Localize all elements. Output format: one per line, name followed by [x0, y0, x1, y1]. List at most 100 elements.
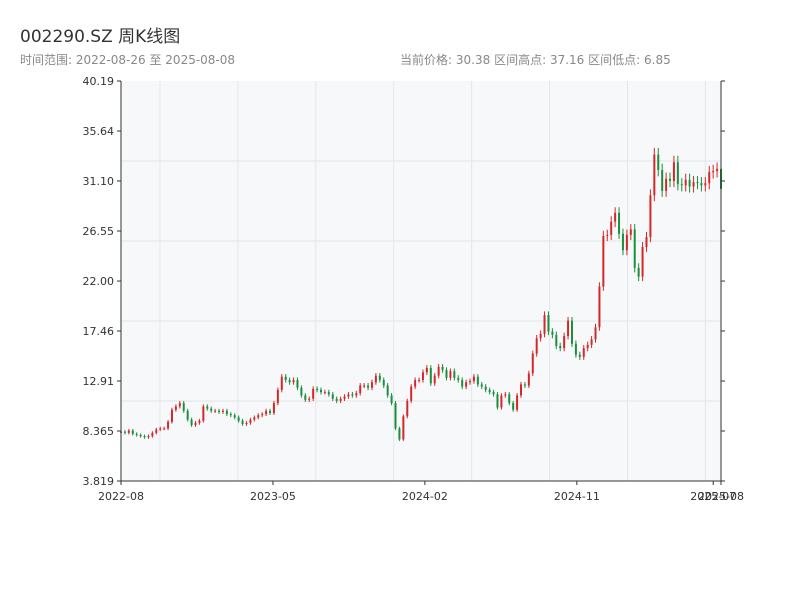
- candle-body: [284, 376, 287, 381]
- candlestick: [527, 370, 530, 389]
- candlestick: [237, 415, 240, 423]
- range-low-label: 区间低点:: [588, 53, 641, 67]
- candle-body: [437, 366, 440, 376]
- candlestick: [578, 351, 581, 360]
- candle-body: [210, 408, 213, 411]
- candle-body: [598, 286, 601, 328]
- candlestick: [590, 336, 593, 349]
- candlestick: [633, 224, 636, 273]
- y-tick-label: 35.64: [83, 125, 115, 138]
- candlestick: [139, 433, 142, 438]
- candle-body: [555, 334, 558, 346]
- x-tick-label: 2024-02: [402, 490, 448, 503]
- candlestick: [218, 408, 221, 414]
- candle-body: [610, 221, 613, 235]
- current-price-value: 30.38: [455, 53, 491, 67]
- candlestick: [186, 408, 189, 422]
- candle-body: [418, 380, 421, 382]
- candle-body: [331, 394, 334, 399]
- candlestick: [704, 177, 707, 192]
- candlestick: [570, 316, 573, 347]
- candlestick: [653, 147, 656, 202]
- candlestick: [449, 368, 452, 381]
- candlestick: [370, 379, 373, 391]
- candlestick: [194, 421, 197, 427]
- range-start: 2022-08-26: [75, 53, 146, 67]
- candle-body: [402, 416, 405, 440]
- candlestick: [480, 381, 483, 390]
- candle-body: [618, 212, 621, 234]
- candle-body: [316, 388, 319, 390]
- candlestick: [688, 173, 691, 193]
- candlestick: [339, 396, 342, 404]
- candlestick: [320, 387, 322, 395]
- candle-body: [492, 392, 495, 395]
- candle-body: [182, 403, 185, 411]
- candlestick: [147, 434, 150, 439]
- candle-body: [269, 410, 272, 414]
- candle-body: [692, 182, 695, 187]
- candlestick: [245, 421, 248, 426]
- candlestick: [135, 432, 138, 437]
- candlestick: [265, 408, 268, 417]
- candlestick: [241, 418, 244, 426]
- candlestick: [661, 163, 664, 197]
- candlestick: [394, 400, 397, 431]
- candle-body: [520, 384, 522, 396]
- candlestick: [547, 311, 550, 336]
- candlestick: [461, 377, 464, 390]
- candle-body: [304, 395, 307, 400]
- candle-body: [570, 320, 573, 344]
- candlestick: [363, 383, 366, 389]
- candle-body: [527, 373, 530, 386]
- candlestick: [418, 377, 421, 383]
- candle-body: [614, 212, 617, 222]
- candle-body: [661, 169, 664, 191]
- candlestick: [351, 392, 354, 398]
- candle-body: [594, 327, 597, 340]
- candlestick: [280, 374, 283, 393]
- candlestick: [649, 189, 652, 243]
- candle-body: [378, 375, 381, 381]
- candle-body: [712, 171, 715, 173]
- candlestick: [327, 389, 330, 397]
- candlestick: [308, 396, 311, 403]
- candle-body: [186, 410, 189, 420]
- candle-body: [669, 178, 672, 181]
- candlestick: [441, 364, 444, 373]
- candlestick: [347, 392, 350, 399]
- candlestick: [504, 392, 507, 398]
- candlestick: [535, 334, 538, 357]
- candle-body: [292, 380, 295, 383]
- x-tick-label: 2023-05: [250, 490, 296, 503]
- candle-body: [461, 380, 464, 387]
- candlestick: [429, 365, 432, 386]
- candlestick: [500, 393, 503, 410]
- candlestick: [614, 207, 617, 228]
- candlestick: [178, 400, 181, 409]
- candle-body: [563, 336, 566, 349]
- candle-body: [253, 417, 256, 420]
- candle-body: [716, 168, 719, 172]
- candle-body: [308, 398, 311, 400]
- candle-body: [237, 417, 240, 421]
- candle-body: [449, 371, 452, 378]
- candlestick: [708, 165, 711, 190]
- range-separator: 至: [149, 53, 162, 67]
- candle-body: [280, 376, 283, 390]
- candle-body: [606, 234, 609, 236]
- candlestick: [406, 398, 409, 419]
- candlestick: [249, 417, 252, 425]
- y-tick-label: 17.46: [83, 325, 115, 338]
- price-stats-text: 当前价格: 30.38 区间高点: 37.16 区间低点: 6.85: [400, 51, 671, 68]
- candlestick: [257, 413, 260, 420]
- candle-body: [131, 430, 134, 434]
- candlestick: [712, 164, 715, 179]
- candle-body: [504, 394, 507, 396]
- candlestick: [567, 316, 570, 340]
- candle-body: [480, 384, 483, 387]
- date-range-text: 时间范围: 2022-08-26 至 2025-08-08: [20, 51, 235, 68]
- candle-body: [194, 422, 197, 426]
- candlestick: [312, 386, 315, 401]
- candlestick: [641, 241, 644, 282]
